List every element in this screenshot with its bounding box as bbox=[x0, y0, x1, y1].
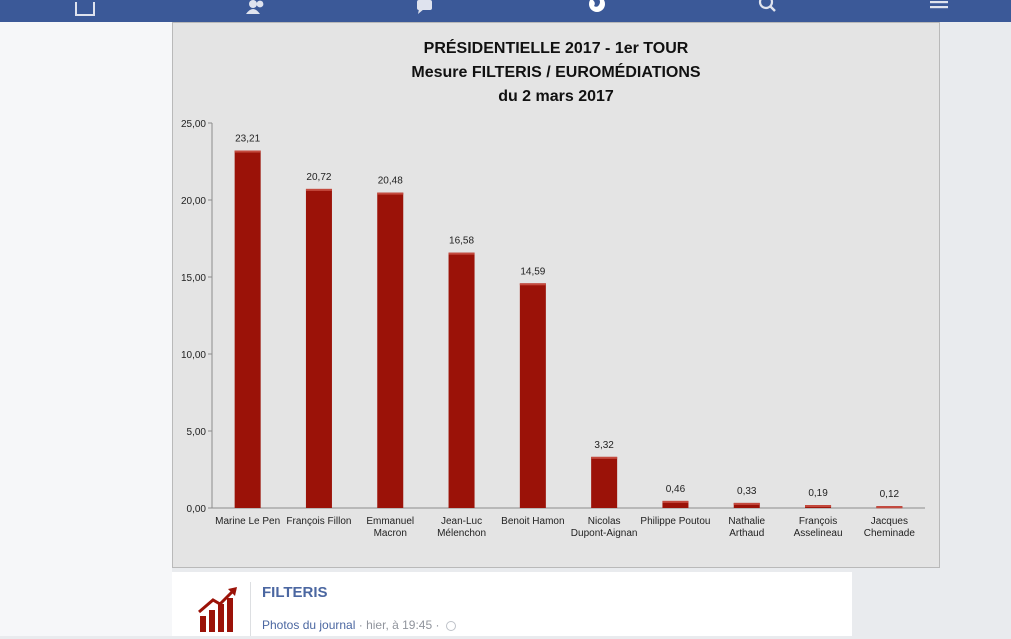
post-time[interactable]: hier, à 19:45 bbox=[366, 618, 433, 632]
bar-top-highlight bbox=[662, 500, 689, 503]
value-label: 0,33 bbox=[737, 486, 757, 497]
left-margin bbox=[0, 22, 172, 636]
x-tick-label: François bbox=[799, 516, 837, 527]
x-tick-label: Benoit Hamon bbox=[501, 516, 564, 527]
bar bbox=[519, 283, 546, 508]
x-tick-label: Nicolas bbox=[588, 516, 621, 527]
x-tick-label: Emmanuel bbox=[366, 516, 414, 527]
value-labels: 23,21 20,72 20,48 16,58 14,59 3,32 0,46 0,33 0,1… bbox=[235, 134, 899, 501]
bar-top-highlight bbox=[305, 188, 332, 191]
value-label: 20,48 bbox=[378, 176, 403, 187]
bar-top-highlight bbox=[805, 505, 832, 508]
bar-top-highlight bbox=[591, 456, 618, 459]
menu-icon[interactable] bbox=[928, 0, 950, 18]
bar-chart: PRÉSIDENTIELLE 2017 - 1er TOUR Mesure FIL… bbox=[181, 38, 925, 539]
value-label: 16,58 bbox=[449, 236, 474, 247]
bar bbox=[305, 188, 332, 509]
post-footer: FILTERIS Photos du journal · hier, à 19:… bbox=[172, 572, 852, 636]
chart-photo[interactable]: PRÉSIDENTIELLE 2017 - 1er TOUR Mesure FIL… bbox=[172, 22, 940, 568]
home-icon[interactable] bbox=[74, 0, 96, 18]
x-tick-label: Mélenchon bbox=[437, 528, 486, 539]
y-tick-label: 15,00 bbox=[181, 273, 206, 284]
bar bbox=[662, 500, 689, 508]
x-tick-label: Asselineau bbox=[794, 528, 843, 539]
messages-icon[interactable] bbox=[415, 0, 437, 18]
value-label: 20,72 bbox=[306, 172, 331, 183]
chart-title-line: du 2 mars 2017 bbox=[498, 88, 614, 105]
y-tick-label: 5,00 bbox=[187, 427, 207, 438]
post-author[interactable]: FILTERIS bbox=[262, 584, 328, 601]
bar-top-highlight bbox=[876, 506, 903, 509]
bar bbox=[234, 150, 261, 508]
chart-title-line: Mesure FILTERIS / EUROMÉDIATIONS bbox=[411, 62, 701, 81]
top-navigation-bar bbox=[0, 0, 1011, 22]
x-tick-label: Dupont-Aignan bbox=[571, 528, 638, 539]
post-source-link[interactable]: Photos du journal bbox=[262, 618, 356, 632]
x-tick-label: Nathalie bbox=[728, 516, 765, 527]
friends-icon[interactable] bbox=[245, 0, 267, 18]
y-tick-label: 0,00 bbox=[187, 504, 207, 515]
chart-title: PRÉSIDENTIELLE 2017 - 1er TOUR Mesure FIL… bbox=[411, 38, 701, 105]
bar bbox=[448, 252, 475, 508]
value-label: 3,32 bbox=[594, 440, 614, 451]
post-meta: Photos du journal · hier, à 19:45 · bbox=[262, 618, 456, 632]
meta-separator-2: · bbox=[435, 618, 440, 632]
y-ticks: 0,00 5,00 10,00 15,00 20,00 25,00 bbox=[181, 119, 212, 515]
x-tick-label: François Fillon bbox=[286, 516, 351, 527]
value-label: 0,12 bbox=[880, 489, 900, 500]
value-label: 0,46 bbox=[666, 484, 686, 495]
search-icon[interactable] bbox=[757, 0, 779, 18]
y-tick-label: 10,00 bbox=[181, 350, 206, 361]
bar-top-highlight bbox=[448, 252, 475, 255]
globe-icon[interactable] bbox=[586, 0, 608, 18]
x-tick-label: Cheminade bbox=[864, 528, 916, 539]
bar-top-highlight bbox=[377, 192, 404, 195]
audience-globe-icon[interactable] bbox=[445, 620, 456, 631]
bars bbox=[234, 150, 903, 509]
x-tick-label: Marine Le Pen bbox=[215, 516, 280, 527]
value-label: 23,21 bbox=[235, 134, 260, 145]
bar-top-highlight bbox=[234, 150, 261, 153]
y-tick-label: 20,00 bbox=[181, 196, 206, 207]
bar bbox=[733, 502, 760, 508]
value-label: 14,59 bbox=[520, 266, 545, 277]
bar-top-highlight bbox=[733, 502, 760, 505]
x-tick-label: Jacques bbox=[871, 516, 908, 527]
bar bbox=[591, 456, 618, 508]
value-label: 0,19 bbox=[808, 488, 828, 499]
post-separator-line bbox=[250, 582, 251, 636]
x-tick-label: Macron bbox=[374, 528, 407, 539]
filteris-logo[interactable] bbox=[198, 586, 242, 634]
x-tick-label: Arthaud bbox=[729, 528, 764, 539]
bar-top-highlight bbox=[519, 283, 546, 286]
meta-separator: · bbox=[358, 618, 363, 632]
y-tick-label: 25,00 bbox=[181, 119, 206, 130]
bar bbox=[377, 192, 404, 508]
x-tick-label: Philippe Poutou bbox=[640, 516, 710, 527]
chart-title-line: PRÉSIDENTIELLE 2017 - 1er TOUR bbox=[424, 38, 689, 57]
x-tick-label: Jean-Luc bbox=[441, 516, 482, 527]
x-labels: Marine Le Pen François Fillon EmmanuelMacr… bbox=[215, 516, 915, 539]
